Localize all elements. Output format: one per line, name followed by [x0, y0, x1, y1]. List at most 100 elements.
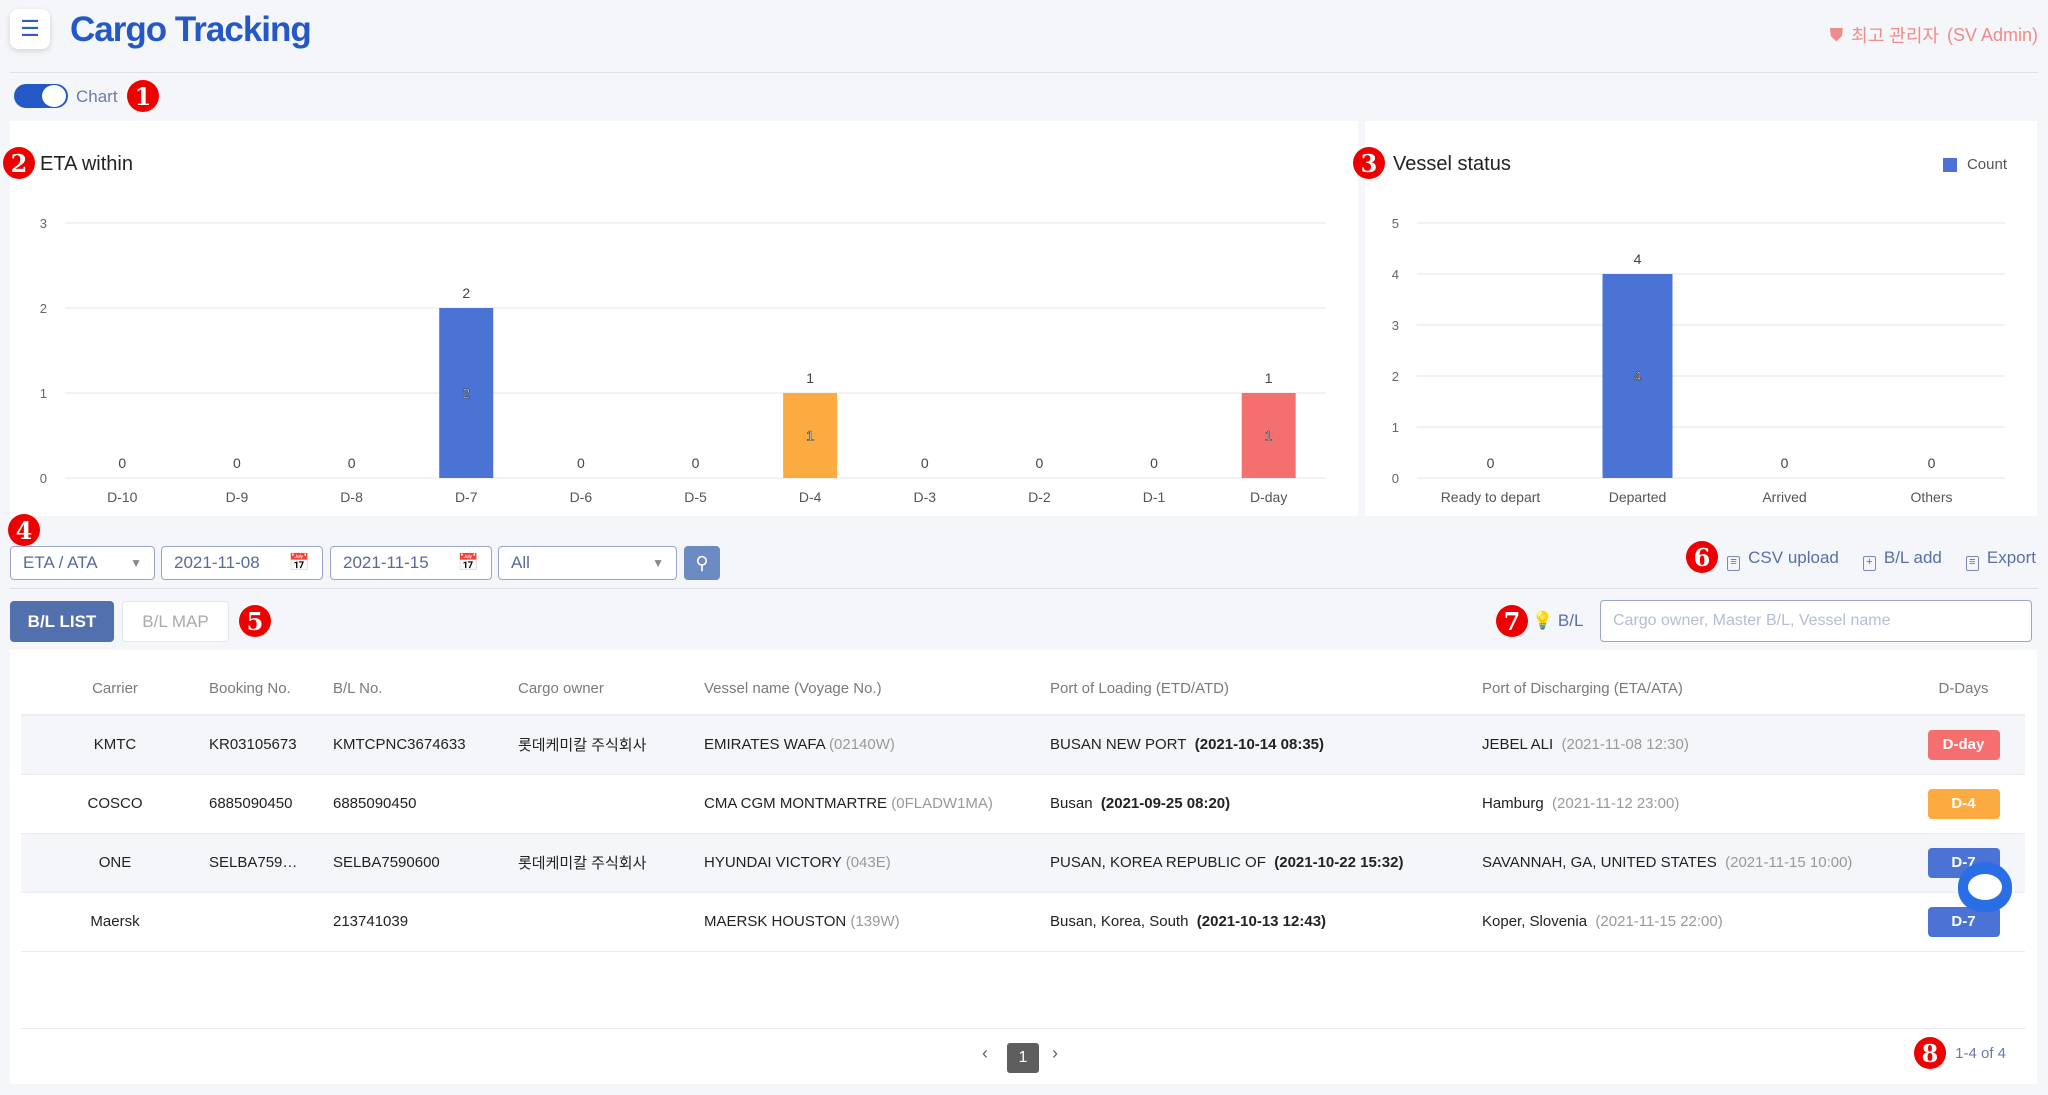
divider [21, 1028, 2026, 1029]
y-tick-label: 2 [40, 301, 47, 316]
col-pol: Port of Loading (ETD/ATD) [1050, 662, 1482, 716]
csv-upload-button[interactable]: ≡ CSV upload [1727, 548, 1839, 571]
voyage-no: (0FLADW1MA) [891, 795, 993, 812]
y-tick-label: 0 [1392, 471, 1399, 486]
next-page-button[interactable]: › [1052, 1043, 1058, 1063]
pol-cell: BUSAN NEW PORT (2021-10-14 08:35) [1050, 715, 1482, 775]
status-select[interactable]: All ▼ [498, 546, 677, 580]
booking-cell [209, 892, 333, 952]
chart-legend: Count [1942, 156, 2007, 173]
vessel-cell: CMA CGM MONTMARTRE (0FLADW1MA) [704, 774, 1050, 834]
pol-name: Busan [1050, 795, 1093, 812]
end-date-input[interactable]: 2021-11-15 📅 [330, 546, 492, 580]
page-1-button[interactable]: 1 [1007, 1043, 1039, 1073]
col-ddays: D-Days [1902, 662, 2025, 716]
document-icon: ≡ [1965, 556, 1979, 571]
pol-cell: Busan (2021-09-25 08:20) [1050, 774, 1482, 834]
tab-bl-list[interactable]: B/L LIST [10, 601, 114, 642]
tab-bl-map[interactable]: B/L MAP [122, 601, 229, 642]
bar [1602, 274, 1673, 478]
pol-cell: Busan, Korea, South (2021-10-13 12:43) [1050, 892, 1482, 952]
annotation-marker: 4 [8, 514, 40, 546]
bar-value-label: 0 [233, 455, 241, 471]
booking-cell: SELBA759… [209, 833, 333, 893]
bl-search-input[interactable] [1600, 600, 2032, 642]
bl-cell: KMTCPNC3674633 [333, 715, 518, 775]
y-tick-label: 3 [40, 216, 47, 231]
search-button[interactable]: ⚲ [684, 546, 720, 580]
eta: (2021-11-08 12:30) [1561, 736, 1689, 754]
menu-button[interactable]: ☰ [10, 9, 50, 49]
bar-value-label: 0 [921, 455, 929, 471]
owner-cell: 롯데케미칼 주식회사 [518, 715, 704, 775]
chart-toggle[interactable] [14, 84, 68, 108]
bar-value-label: 0 [348, 455, 356, 471]
col-carrier: Carrier [21, 662, 209, 716]
owner-cell [518, 892, 704, 952]
etd: (2021-10-13 12:43) [1196, 913, 1327, 930]
pod-name: Hamburg [1482, 795, 1544, 812]
annotation-marker: 1 [127, 80, 159, 112]
bar-value-label: 4 [1634, 251, 1642, 267]
table-header-row: Carrier Booking No. B/L No. Cargo owner … [21, 662, 2025, 716]
calendar-icon: 📅 [457, 553, 479, 572]
voyage-no: (02140W) [829, 736, 895, 754]
shield-icon: ⛊ [1829, 24, 1844, 45]
ddays-cell: D-day [1902, 715, 2025, 775]
vessel-cell: EMIRATES WAFA (02140W) [704, 715, 1050, 775]
bl-search-label: 💡 B/L [1532, 611, 1583, 631]
col-pod: Port of Discharging (ETA/ATA) [1482, 662, 1902, 716]
page-title: Cargo Tracking [70, 10, 312, 49]
chatbot-button[interactable] [1958, 862, 2012, 912]
carrier-cell: KMTC [21, 715, 209, 775]
bl-cell: SELBA7590600 [333, 833, 518, 893]
x-tick-label: Departed [1609, 489, 1667, 505]
pod-name: JEBEL ALI [1482, 736, 1554, 754]
annotation-marker: 2 [3, 147, 35, 179]
pol-name: BUSAN NEW PORT [1050, 736, 1187, 754]
bl-table-panel: Carrier Booking No. B/L No. Cargo owner … [10, 650, 2037, 1084]
vessel-status-panel: Vessel status Count 0 1 2 3 4 5 0 Ready to depa… [1365, 121, 2037, 516]
annotation-marker: 3 [1353, 147, 1385, 179]
bar [1241, 393, 1296, 478]
bar-value-label: 0 [577, 455, 585, 471]
export-button[interactable]: ≡ Export [1965, 548, 2036, 571]
bl-add-button[interactable]: + B/L add [1862, 548, 1942, 571]
lightbulb-icon: 💡 [1532, 611, 1554, 630]
eta-chart: 01230D-100D-90D-822D-70D-60D-511D-40D-30… [40, 216, 1326, 505]
x-tick-label: Ready to depart [1441, 489, 1541, 505]
vessel-cell: MAERSK HOUSTON (139W) [704, 892, 1050, 952]
bar-value-label: 0 [1150, 455, 1158, 471]
table-row[interactable]: KMTC KR03105673 KMTCPNC3674633 롯데케미칼 주식회… [21, 715, 2025, 775]
date-type-select[interactable]: ETA / ATA ▼ [10, 546, 155, 580]
bar-value-label: 0 [1781, 455, 1789, 471]
table-row[interactable]: COSCO 6885090450 6885090450 CMA CGM MONT… [21, 774, 2025, 834]
x-tick-label: D-10 [107, 489, 138, 505]
x-tick-label: D-5 [684, 489, 707, 505]
owner-cell: 롯데케미칼 주식회사 [518, 833, 704, 893]
bar-value-label: 1 [806, 370, 814, 386]
etd: (2021-10-22 15:32) [1274, 854, 1404, 871]
table-row[interactable]: Maersk 213741039 MAERSK HOUSTON (139W) B… [21, 892, 2025, 952]
start-date-input[interactable]: 2021-11-08 📅 [161, 546, 323, 580]
dropdown-arrow-icon: ▼ [652, 556, 664, 570]
x-tick-label: D-1 [1143, 489, 1166, 505]
admin-badge: ⛊ 최고 관리자 (SV Admin) [1830, 22, 2038, 48]
dday-badge: D-day [1927, 729, 2000, 760]
x-tick-label: D-day [1250, 489, 1287, 505]
pod-name: Koper, Slovenia [1482, 913, 1588, 930]
bar-inner-label: 4 [1634, 368, 1642, 384]
admin-role: 최고 관리자 [1851, 26, 1939, 46]
pagination-summary: 1-4 of 4 [1955, 1045, 2006, 1062]
bar-value-label: 0 [1487, 455, 1495, 471]
y-tick-label: 1 [40, 386, 47, 401]
pol-name: PUSAN, KOREA REPUBLIC OF [1050, 854, 1266, 871]
legend-swatch [1942, 157, 1957, 172]
booking-cell: KR03105673 [209, 715, 333, 775]
y-tick-label: 5 [1392, 216, 1399, 231]
vessel-status-chart: 0 1 2 3 4 5 0 Ready to depart 4 4 Departed 0 Arrived… [1392, 216, 2005, 505]
table-row[interactable]: ONE SELBA759… SELBA7590600 롯데케미칼 주식회사 HY… [21, 833, 2025, 893]
prev-page-button[interactable]: ‹ [982, 1043, 988, 1063]
ddays-cell: D-4 [1902, 774, 2025, 834]
annotation-marker: 8 [1914, 1037, 1946, 1069]
